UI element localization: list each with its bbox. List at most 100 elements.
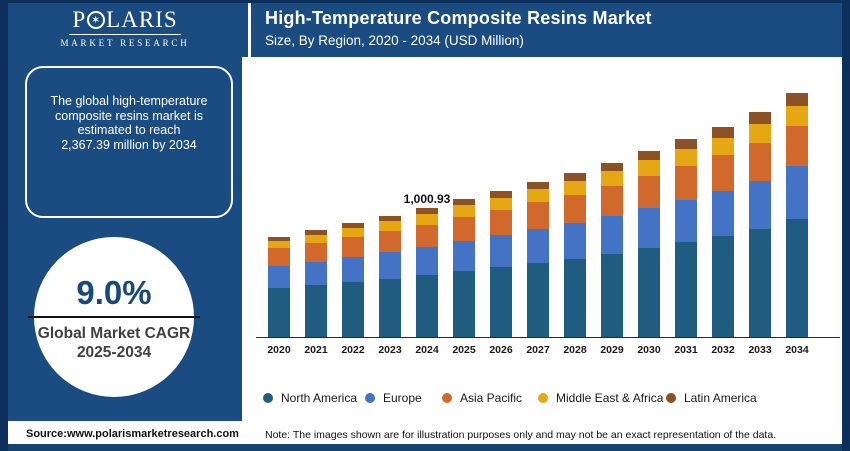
bottom-bar [8,444,842,451]
cagr-divider [28,316,200,318]
logo-tagline: MARKET RESEARCH [60,38,190,48]
bar-segment-latin-america-2034 [786,93,808,106]
logo-o-ring: ✶ [87,11,106,29]
bar-segment-europe-2022 [342,257,364,282]
polaris-logo: P ✶ LARIS MARKET RESEARCH [8,7,242,48]
logo-wordmark: P ✶ LARIS [72,7,178,32]
bar-segment-middle-east-africa-2033 [749,124,771,143]
bar-segment-latin-america-2033 [749,112,771,124]
x-tick-2022: 2022 [341,344,365,356]
x-tick-2031: 2031 [674,344,698,356]
page-subtitle: Size, By Region, 2020 - 2034 (USD Millio… [265,33,524,48]
legend-item-latin-america: Latin America [666,391,757,405]
bar-segment-north-america-2031 [675,242,697,337]
x-tick-2025: 2025 [452,344,476,356]
bar-segment-asia-pacific-2034 [786,126,808,166]
x-tick-2027: 2027 [526,344,550,356]
x-tick-2023: 2023 [378,344,402,356]
legend-label: North America [281,391,358,405]
bar-segment-europe-2032 [712,191,734,236]
legend-item-asia-pacific: Asia Pacific [442,391,522,405]
bar-segment-asia-pacific-2031 [675,166,697,200]
legend-dot-icon [538,393,548,403]
legend-label: Europe [383,391,422,405]
x-tick-2029: 2029 [600,344,624,356]
bar-segment-asia-pacific-2023 [379,231,401,252]
bar-segment-latin-america-2030 [638,151,660,160]
bar-segment-europe-2021 [305,262,327,285]
bar-segment-latin-america-2021 [305,230,327,235]
x-tick-2028: 2028 [563,344,587,356]
bar-segment-north-america-2026 [490,267,512,337]
bar-segment-europe-2030 [638,208,660,248]
bar-segment-latin-america-2028 [564,173,586,181]
cagr-badge: 9.0% Global Market CAGR 2025-2034 [24,227,204,407]
sidebar: P ✶ LARIS MARKET RESEARCH The global high-… [8,3,242,444]
bar-segment-middle-east-africa-2022 [342,228,364,237]
note-text: Note: The images shown are for illustrat… [265,429,777,441]
bar-segment-europe-2023 [379,252,401,279]
bar-segment-asia-pacific-2027 [527,202,549,229]
bar-segment-asia-pacific-2020 [268,248,290,266]
bar-segment-north-america-2025 [453,271,475,337]
bar-segment-middle-east-africa-2030 [638,160,660,176]
bar-segment-north-america-2024 [416,275,438,337]
bar-segment-europe-2034 [786,166,808,219]
bar-segment-middle-east-africa-2031 [675,149,697,166]
bar-segment-middle-east-africa-2026 [490,198,512,210]
bar-segment-europe-2028 [564,223,586,259]
bar-segment-middle-east-africa-2034 [786,106,808,126]
x-tick-2034: 2034 [785,344,809,356]
bar-segment-north-america-2029 [601,254,623,337]
page-title: High-Temperature Composite Resins Market [265,8,652,28]
cagr-value: 9.0% [76,274,152,311]
bar-segment-middle-east-africa-2024 [416,214,438,225]
header-divider [248,3,251,57]
cagr-period: 2025-2034 [76,344,152,361]
bar-segment-north-america-2032 [712,236,734,337]
legend-dot-icon [442,393,452,403]
legend-label: Asia Pacific [460,391,523,405]
highlight-line: composite resins market is [55,108,203,123]
bar-segment-europe-2031 [675,200,697,242]
bar-segment-north-america-2027 [527,263,549,337]
bar-segment-north-america-2023 [379,279,401,337]
bar-segment-middle-east-africa-2028 [564,181,586,195]
bar-segment-latin-america-2032 [712,127,734,138]
bar-segment-asia-pacific-2032 [712,155,734,191]
highlight-line: 2,367.39 million by 2034 [61,137,197,152]
bar-segment-asia-pacific-2021 [305,243,327,262]
bar-segment-asia-pacific-2029 [601,186,623,216]
bar-segment-latin-america-2031 [675,139,697,149]
logo-rule [69,34,181,35]
bar-segment-north-america-2028 [564,259,586,337]
legend-item-middle-east-africa: Middle East & Africa [538,391,663,405]
compass-star-icon: ✶ [91,13,102,27]
x-tick-2024: 2024 [415,344,439,356]
bar-segment-asia-pacific-2026 [490,210,512,235]
x-tick-2021: 2021 [304,344,328,356]
bar-segment-latin-america-2023 [379,216,401,221]
bar-segment-europe-2024 [416,247,438,275]
legend-dot-icon [666,393,676,403]
chart-panel: 2020 2021 2022 2023 2024 2025 2026 2027 2028 2029… [242,57,842,424]
market-highlight-box: The global high-temperature composite re… [25,66,233,218]
bar-segment-europe-2027 [527,229,549,263]
footer-strip: Source:www.polarismarketresearch.com Not… [8,421,842,447]
bar-segment-north-america-2034 [786,219,808,337]
bar-segment-europe-2029 [601,216,623,254]
bar-segment-europe-2033 [749,181,771,229]
data-label-2024: 1,000.93 [403,192,451,206]
legend-label: Latin America [684,391,757,405]
bar-segment-latin-america-2020 [268,237,290,241]
bar-segment-north-america-2022 [342,282,364,337]
bar-segment-middle-east-africa-2021 [305,235,327,243]
bar-segment-asia-pacific-2025 [453,217,475,241]
bar-segment-europe-2025 [453,241,475,271]
bar-segment-latin-america-2026 [490,191,512,198]
bar-segment-middle-east-africa-2032 [712,138,734,155]
bar-segment-north-america-2021 [305,285,327,337]
bar-segment-asia-pacific-2028 [564,195,586,223]
source-text: Source:www.polarismarketresearch.com [26,428,239,440]
